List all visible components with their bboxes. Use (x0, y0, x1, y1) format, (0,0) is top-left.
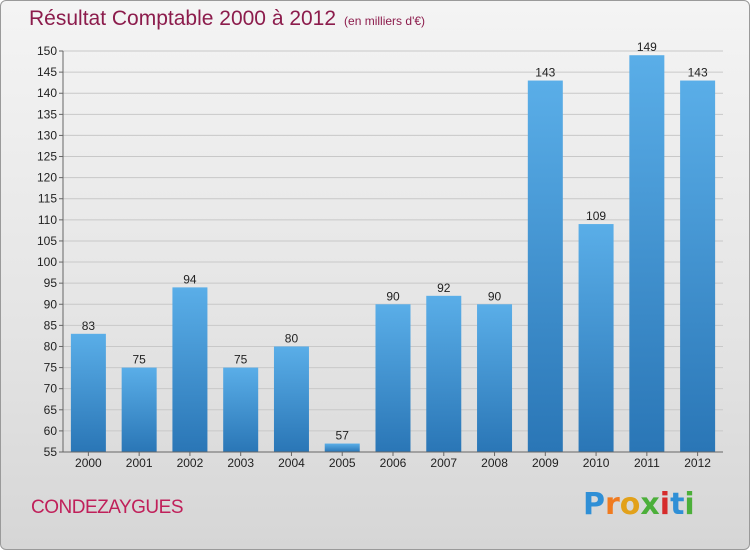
value-label: 90 (386, 289, 400, 303)
value-label: 109 (586, 209, 606, 223)
chart-title: Résultat Comptable 2000 à 2012 (en millie… (29, 7, 425, 31)
x-tick-label: 2008 (481, 456, 508, 470)
logo-letter: i (659, 487, 671, 522)
logo-letter: i (684, 487, 695, 522)
value-label: 75 (234, 353, 248, 367)
x-tick-label: 2011 (634, 456, 660, 470)
y-tick-label: 140 (37, 86, 57, 100)
bar (70, 333, 106, 452)
y-tick-label: 125 (37, 150, 57, 164)
x-tick-label: 2009 (532, 456, 559, 470)
y-tick-label: 145 (37, 65, 57, 79)
logo-letter: r (605, 487, 620, 522)
x-tick-label: 2005 (329, 456, 356, 470)
bar (223, 367, 259, 452)
value-label: 83 (82, 319, 96, 333)
chart-title-main: Résultat Comptable 2000 à 2012 (29, 7, 337, 30)
bar (527, 80, 563, 453)
logo-letter: x (640, 487, 660, 522)
y-tick-label: 120 (37, 171, 57, 185)
value-labels: 83 75 94 75 80 57 90 92 90 143 109 149 143 (82, 40, 708, 442)
bar (680, 80, 716, 453)
y-tick-label: 65 (44, 403, 58, 417)
y-tick-label: 150 (37, 44, 57, 58)
axes (62, 51, 723, 453)
y-tick-label: 135 (37, 107, 57, 121)
x-tick-label: 2001 (126, 456, 153, 470)
logo-letter: P (583, 487, 605, 522)
bar (375, 304, 411, 452)
y-tick-label: 55 (44, 445, 58, 459)
x-tick-label: 2006 (380, 456, 407, 470)
value-label: 90 (488, 289, 502, 303)
x-tick-label: 2004 (278, 456, 305, 470)
bar (121, 367, 157, 452)
y-tick-label: 90 (44, 297, 58, 311)
value-label: 57 (336, 429, 350, 443)
bar (578, 224, 614, 452)
bar (629, 55, 665, 452)
logo-letter: o (619, 487, 641, 522)
bar (477, 304, 513, 452)
commune-name: CONDEZAYGUES (31, 497, 184, 518)
bar (324, 443, 360, 452)
x-tick-label: 2007 (430, 456, 457, 470)
bar (273, 346, 309, 452)
y-tick-label: 110 (38, 213, 57, 227)
x-tick-label: 2002 (177, 456, 204, 470)
chart-title-unit: (en milliers d'€) (344, 14, 426, 28)
y-tick-label: 95 (44, 276, 58, 290)
value-label: 75 (132, 353, 146, 367)
x-tick-label: 2010 (583, 456, 610, 470)
x-tick-label: 2012 (684, 456, 711, 470)
y-axis-ticks: 55 60 65 70 75 80 85 90 95 100 105 110 115 120 125 130 1… (37, 44, 63, 459)
bars (70, 55, 716, 453)
x-tick-label: 2000 (75, 456, 102, 470)
y-tick-label: 75 (44, 361, 58, 375)
proxiti-logo: Proxiti (583, 487, 695, 522)
y-tick-label: 100 (37, 255, 57, 269)
bar (172, 287, 208, 452)
bar (426, 295, 462, 452)
y-tick-label: 85 (44, 318, 58, 332)
value-label: 143 (535, 66, 555, 80)
value-label: 94 (183, 272, 197, 286)
y-tick-label: 80 (44, 339, 58, 353)
value-label: 143 (688, 66, 708, 80)
y-tick-label: 70 (44, 382, 58, 396)
y-tick-label: 130 (37, 128, 57, 142)
value-label: 80 (285, 331, 299, 345)
logo-letter: t (670, 487, 685, 522)
y-tick-label: 60 (44, 424, 58, 438)
y-tick-label: 115 (38, 192, 57, 206)
x-axis-ticks: 2000 2001 2002 2003 2004 2005 2006 2007 2008 2009… (75, 452, 711, 470)
x-tick-label: 2003 (227, 456, 254, 470)
value-label: 92 (437, 281, 451, 295)
y-tick-label: 105 (37, 234, 57, 248)
value-label: 149 (637, 40, 657, 54)
